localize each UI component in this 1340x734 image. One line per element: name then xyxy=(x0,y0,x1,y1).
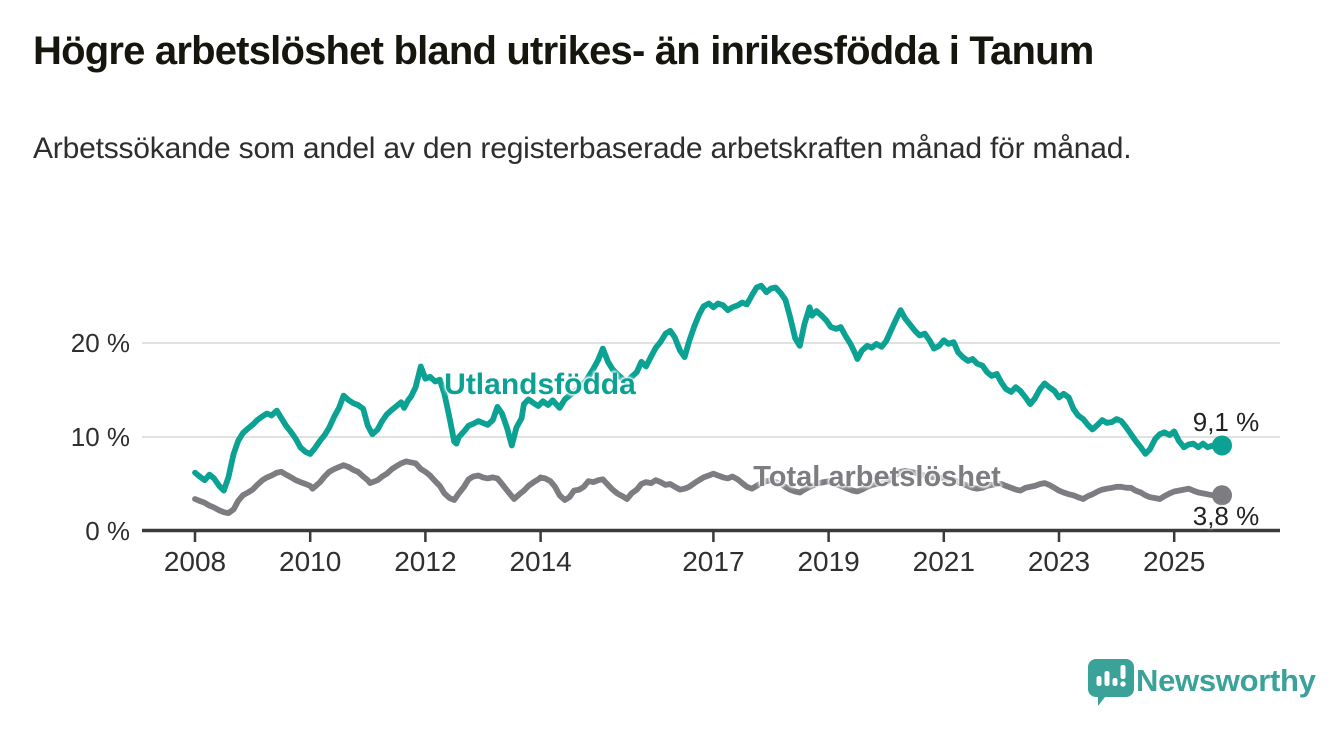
x-axis-tick-label: 2019 xyxy=(797,546,860,577)
x-axis-tick-label: 2008 xyxy=(163,546,227,577)
x-axis-tick-label: 2023 xyxy=(1027,546,1091,577)
series-label-total-arbetsloshet: Total arbetslöshet xyxy=(753,461,1001,493)
end-value-label-utlandsfodda: 9,1 % xyxy=(1192,407,1260,437)
x-axis-tick-label: 2014 xyxy=(509,546,572,577)
gridlines xyxy=(142,342,1280,438)
y-axis-tick-label: 0 % xyxy=(85,516,130,546)
y-axis-tick-label: 10 % xyxy=(70,422,130,452)
end-value-label-total: 3,8 % xyxy=(1192,501,1260,531)
newsworthy-logo-text: Newsworthy xyxy=(1136,663,1316,698)
x-axis xyxy=(142,528,1280,542)
newsworthy-logo-icon xyxy=(1088,659,1134,706)
speech-bubble-shape xyxy=(1088,659,1134,706)
chart-subtitle: Arbetssökande som andel av den registerb… xyxy=(33,132,1132,165)
x-axis-tick-label: 2010 xyxy=(279,546,342,577)
data-series-lines xyxy=(192,282,1233,516)
page-title: Högre arbetslöshet bland utrikes- än inr… xyxy=(33,29,1094,73)
x-axis-tick-label: 2025 xyxy=(1143,546,1206,577)
newsworthy-logo xyxy=(1085,657,1325,717)
x-axis-tick-label: 2017 xyxy=(682,546,745,577)
series-label-utlandsfodda: Utlandsfödda xyxy=(444,368,636,401)
x-axis-tick-label: 2012 xyxy=(394,546,457,577)
x-axis-tick-label: 2021 xyxy=(912,546,975,577)
y-axis-tick-label: 20 % xyxy=(70,328,130,358)
bar-chart-glyph xyxy=(1096,665,1126,687)
